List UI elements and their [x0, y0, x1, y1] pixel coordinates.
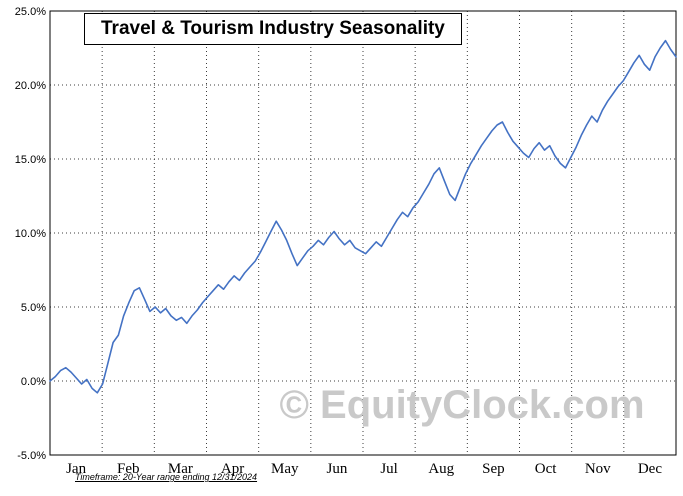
seasonality-series-line: [49, 39, 677, 394]
x-axis-month-label: May: [271, 461, 299, 477]
y-axis-tick-label: 0.0%: [21, 376, 46, 388]
y-axis-tick-label: 25.0%: [15, 6, 46, 18]
x-axis-month-label: Jul: [380, 461, 398, 477]
chart-title: Travel & Tourism Industry Seasonality: [84, 13, 462, 45]
x-axis-month-label: Nov: [585, 461, 611, 477]
y-axis-tick-label: 5.0%: [21, 302, 46, 314]
x-axis-month-label: Sep: [482, 461, 505, 477]
timeframe-note: Timeframe: 20-Year range ending 12/31/20…: [75, 472, 258, 482]
equityclock-watermark: © EquityClock.com: [279, 383, 644, 427]
x-axis-month-label: Apr: [221, 461, 244, 477]
y-axis-tick-label: 15.0%: [15, 154, 46, 166]
y-axis-tick-label: 10.0%: [15, 228, 46, 240]
y-axis-tick-label: -5.0%: [17, 450, 46, 462]
x-axis-month-label: Jan: [66, 461, 86, 477]
x-axis-month-label: Aug: [428, 461, 454, 477]
plot-frame: [49, 10, 677, 456]
y-axis-tick-label: 20.0%: [15, 80, 46, 92]
x-axis-month-label: Oct: [535, 461, 557, 477]
x-axis-month-label: Feb: [117, 461, 140, 477]
x-axis-month-label: Dec: [638, 461, 662, 477]
x-axis-month-label: Jun: [326, 461, 347, 477]
x-axis-month-label: Mar: [168, 461, 193, 477]
